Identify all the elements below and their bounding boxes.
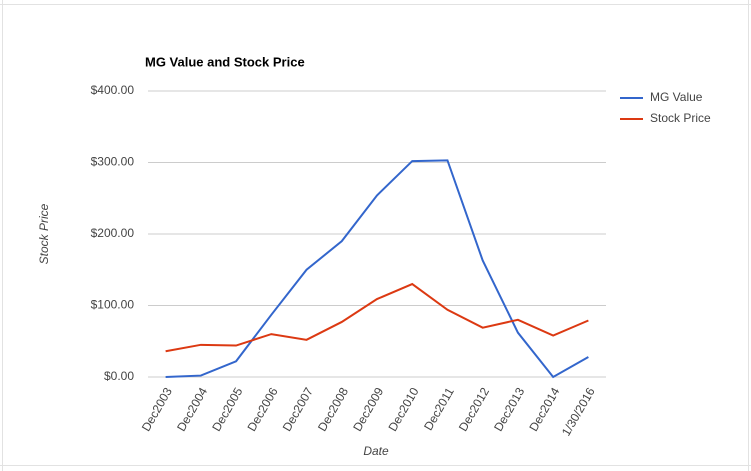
- series-line: [165, 282, 589, 353]
- y-tick-label: $100.00: [91, 298, 135, 312]
- y-tick-label: $300.00: [91, 155, 135, 169]
- x-tick-label: Dec2004: [174, 385, 210, 434]
- x-tick-label: Dec2005: [209, 385, 245, 434]
- x-tick-label: Dec2011: [421, 385, 457, 433]
- y-tick-label: $0.00: [104, 369, 134, 383]
- x-tick-label: Dec2013: [491, 385, 527, 434]
- series-line: [165, 159, 589, 379]
- x-tick-label: Dec2006: [245, 385, 281, 434]
- x-tick-label: Dec2010: [385, 385, 421, 434]
- x-tick-label: Dec2014: [526, 385, 562, 434]
- x-axis-title: Date: [363, 444, 389, 458]
- y-tick-label: $400.00: [91, 83, 135, 97]
- legend-label: MG Value: [650, 90, 703, 104]
- x-tick-label: Dec2008: [315, 385, 351, 434]
- y-tick-label: $200.00: [91, 226, 135, 240]
- x-tick-label: Dec2009: [350, 385, 386, 434]
- x-tick-label: Dec2012: [456, 385, 492, 434]
- y-axis-title: Stock Price: [37, 203, 51, 264]
- chart-title: MG Value and Stock Price: [145, 54, 305, 69]
- legend-label: Stock Price: [650, 111, 711, 125]
- x-tick-label: Dec2003: [139, 385, 175, 434]
- x-tick-label: 1/30/2016: [559, 385, 598, 439]
- x-tick-label: Dec2007: [280, 385, 316, 434]
